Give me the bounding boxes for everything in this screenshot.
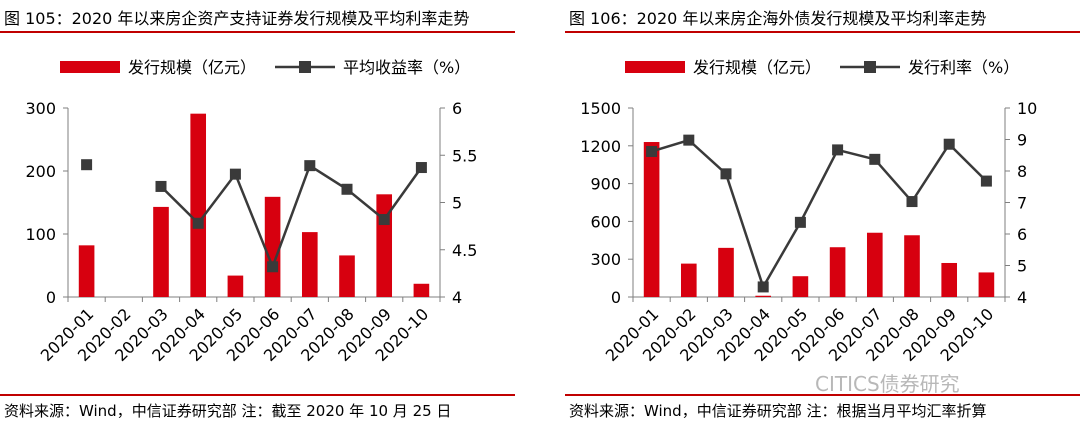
- y-left-tick-label: 300: [25, 99, 56, 118]
- bar: [755, 295, 772, 297]
- bar: [376, 194, 393, 297]
- line-point: [906, 196, 918, 208]
- y-right-tick-label: 6: [452, 99, 462, 118]
- y-right-tick-label: 4: [452, 288, 462, 307]
- y-left-tick-label: 200: [25, 162, 56, 181]
- y-right-tick-label: 9: [1017, 131, 1027, 150]
- series-line: [160, 163, 423, 271]
- y-right-tick-label: 8: [1017, 162, 1027, 181]
- legend-bar-swatch: [60, 61, 120, 73]
- bar: [792, 276, 809, 297]
- title-rule: [565, 31, 1080, 33]
- y-right-tick-label: 5: [1017, 257, 1027, 276]
- line-point: [192, 217, 204, 229]
- bar: [829, 247, 846, 297]
- title-rule: [0, 31, 515, 33]
- bar: [301, 232, 318, 297]
- chart-panel-left: 图 105：2020 年以来房企资产支持证券发行规模及平均利率走势 发行规模（亿…: [0, 0, 515, 428]
- bar: [190, 113, 207, 297]
- watermark: CITICS债券研究: [815, 372, 960, 396]
- line-point: [646, 145, 658, 157]
- bar: [941, 262, 958, 297]
- legend-line-marker: [299, 61, 311, 73]
- y-left-tick-label: 0: [46, 288, 56, 307]
- bar: [866, 232, 883, 297]
- line-point: [794, 216, 806, 228]
- y-right-tick-label: 5.5: [452, 146, 477, 165]
- bar: [153, 206, 169, 297]
- y-left-tick-label: 0: [611, 288, 621, 307]
- bar: [339, 255, 355, 297]
- source-note: 资料来源：Wind，中信证券研究部 注：根据当月平均汇率折算: [569, 402, 987, 420]
- line-point: [980, 175, 992, 187]
- line-point: [683, 134, 695, 146]
- bar: [227, 275, 244, 297]
- line-point: [832, 144, 844, 156]
- line-point: [943, 138, 955, 150]
- line-point: [341, 183, 353, 195]
- y-left-tick-label: 100: [25, 225, 56, 244]
- bar: [264, 196, 281, 297]
- chart-svg: 发行规模（亿元） 平均收益率（%）010020030044.555.562020-…: [25, 58, 477, 365]
- chart-panel-right: 图 106：2020 年以来房企海外债发行规模及平均利率走势 发行规模（亿元）发…: [565, 0, 1080, 428]
- bar: [680, 263, 697, 297]
- line-point: [304, 160, 316, 172]
- legend-line-marker: [864, 61, 876, 73]
- legend-bar-label: 发行规模（亿元）: [693, 58, 821, 77]
- bar: [413, 283, 430, 297]
- bar: [78, 245, 95, 297]
- y-left-tick-label: 600: [590, 212, 621, 231]
- line-point: [81, 159, 93, 171]
- line-point: [720, 168, 732, 180]
- legend-bar-swatch: [625, 61, 685, 73]
- y-left-tick-label: 300: [590, 250, 621, 269]
- bar: [643, 142, 660, 297]
- chart-svg: 发行规模（亿元） 发行利率（%） 0 300 600 900 1200 1500 4 5 6 7 8 9 1…: [580, 58, 1037, 365]
- bar: [904, 235, 920, 297]
- y-right-tick-label: 4: [1017, 288, 1027, 307]
- bar: [718, 247, 734, 297]
- line-point: [378, 214, 390, 226]
- line-point: [267, 261, 279, 273]
- line-point: [415, 162, 427, 174]
- line-point: [155, 180, 167, 192]
- source-rule: [565, 394, 1080, 396]
- line-point: [757, 281, 769, 293]
- y-left-tick-label: 1200: [580, 137, 621, 156]
- bar: [978, 272, 995, 297]
- legend-line-label: 发行利率（%）: [908, 58, 1019, 77]
- line-point: [229, 168, 241, 180]
- y-right-tick-label: 7: [1017, 194, 1027, 213]
- source-note: 资料来源：Wind，中信证券研究部 注：截至 2020 年 10 月 25 日: [4, 402, 452, 420]
- figure-title: 图 105：2020 年以来房企资产支持证券发行规模及平均利率走势: [4, 9, 470, 28]
- figure-title: 图 106：2020 年以来房企海外债发行规模及平均利率走势: [569, 9, 987, 28]
- y-right-tick-label: 4.5: [452, 241, 477, 260]
- y-right-tick-label: 5: [452, 194, 462, 213]
- legend-bar-label: 发行规模（亿元）: [128, 58, 256, 77]
- legend-line-label: 平均收益率（%）: [343, 58, 470, 77]
- y-left-tick-label: 1500: [580, 99, 621, 118]
- source-rule: [0, 394, 515, 396]
- y-right-tick-label: 10: [1017, 99, 1037, 118]
- y-left-tick-label: 900: [590, 175, 621, 194]
- y-right-tick-label: 6: [1017, 225, 1027, 244]
- series-line: [651, 138, 988, 290]
- line-point: [869, 153, 881, 165]
